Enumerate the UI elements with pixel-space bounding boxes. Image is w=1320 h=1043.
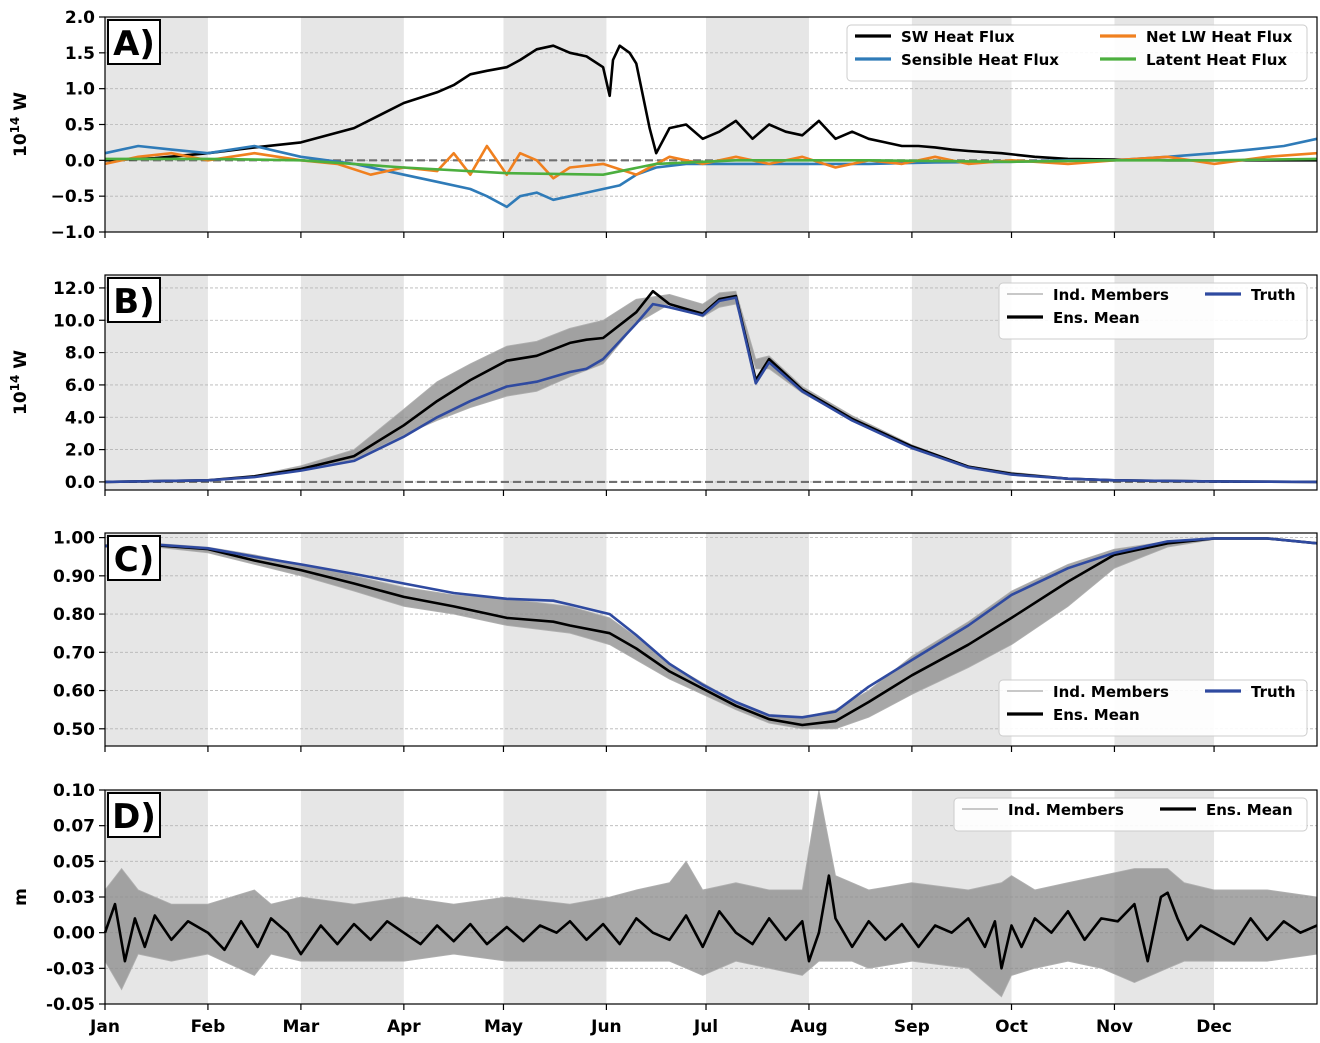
legend-entry: Ind. Members: [1053, 286, 1169, 304]
legend-entry: SW Heat Flux: [901, 28, 1015, 46]
y-tick-label: 0.03: [53, 888, 95, 908]
x-tick-label: Nov: [1096, 1017, 1133, 1037]
series-line-ens-mean: [103, 874, 1318, 970]
x-tick-label: Mar: [283, 1017, 320, 1037]
panel-3: 0.50 0.60 0.70 0.80 0.90 1.00 C) Ind. Members En…: [53, 529, 1318, 752]
y-axis-label-exponent: 14: [8, 117, 22, 134]
series-line-truth: [104, 296, 1318, 484]
y-tick-label: 0.90: [53, 567, 95, 587]
legend-entry: Ens. Mean: [1053, 309, 1140, 327]
y-tick-label: 2.0: [65, 8, 95, 28]
x-tick-label: Jan: [89, 1017, 120, 1037]
panel-label-box: [107, 277, 161, 323]
axes-frame: [104, 789, 1318, 1005]
x-tick-label: Aug: [790, 1017, 827, 1037]
month-shade-band: [911, 275, 1012, 490]
y-tick-label: −0.5: [51, 187, 95, 207]
axes-frame: [104, 532, 1318, 747]
y-tick-label: 1.00: [53, 529, 95, 549]
y-axis-label-exponent: 14: [8, 375, 22, 392]
series-line-ens-mean: [104, 537, 1318, 727]
legend-entry: Net LW Heat Flux: [1146, 28, 1293, 46]
y-tick-label: 0.0: [65, 151, 95, 171]
legend-entry: Ind. Members: [1008, 801, 1124, 819]
x-tick-label: Dec: [1196, 1017, 1232, 1037]
legend-box: [998, 282, 1308, 340]
y-tick-label: 4.0: [65, 408, 95, 428]
panel-2: 0.0 2.0 4.0 6.0 8.0 10.0 12.0 B) 1014 W Ind. Memb…: [8, 274, 1318, 496]
y-axis-label: 1014 W: [8, 350, 31, 415]
legend-entry: Truth: [1251, 683, 1296, 701]
legend-entry: Truth: [1251, 286, 1296, 304]
month-shade-band: [300, 533, 404, 746]
y-tick-label: -0.05: [46, 995, 95, 1015]
legend-box: [998, 679, 1308, 737]
month-shade-band: [503, 533, 607, 746]
y-tick-label: 10.0: [53, 311, 95, 331]
y-tick-label: 0.05: [53, 852, 95, 872]
y-tick-label: 0.60: [53, 682, 95, 702]
axes-frame: [104, 16, 1318, 233]
y-tick-label: 6.0: [65, 376, 95, 396]
legend-entry: Ens. Mean: [1206, 801, 1293, 819]
panel-label: C): [114, 540, 155, 580]
y-axis-label-base: 10: [11, 133, 31, 157]
y-tick-label: 2.0: [65, 441, 95, 461]
axes-frame: [104, 274, 1318, 491]
legend-box: [846, 24, 1308, 82]
x-tick-label: Sep: [894, 1017, 930, 1037]
series-line-sw-heat-flux: [104, 44, 1317, 162]
y-axis-label-base: 10: [11, 391, 31, 415]
panel-4: -0.05 -0.03 0.00 0.03 0.05 0.07 0.10 Jan Feb Mar A…: [11, 781, 1318, 1037]
panel-label: D): [112, 797, 156, 837]
y-tick-label: 0.07: [53, 817, 95, 837]
panel-label: A): [113, 24, 155, 64]
panel-label: B): [113, 282, 154, 322]
x-tick-label: Apr: [387, 1017, 421, 1037]
y-axis-label: 1014 W: [8, 92, 31, 157]
x-tick-label: Oct: [995, 1017, 1028, 1037]
y-tick-label: 8.0: [65, 344, 95, 364]
y-tick-label: 0.5: [65, 116, 95, 136]
legend-entry: Ens. Mean: [1053, 706, 1140, 724]
panel-label-box: [107, 792, 161, 838]
y-tick-label: 0.0: [65, 473, 95, 493]
y-tick-label: 0.10: [53, 781, 95, 801]
legend-entry: Ind. Members: [1053, 683, 1169, 701]
panel-label-box: [107, 19, 161, 65]
legend-box: [953, 797, 1308, 832]
panel-label-box: [107, 535, 161, 581]
y-tick-label: 1.5: [65, 44, 95, 64]
series-line-truth: [104, 537, 1318, 719]
x-tick-label: Jun: [590, 1017, 622, 1037]
x-tick-label: Jul: [693, 1017, 718, 1037]
legend-entry: Sensible Heat Flux: [901, 51, 1059, 69]
y-tick-label: −1.0: [51, 223, 96, 243]
y-tick-label: 12.0: [53, 279, 95, 299]
y-tick-label: -0.03: [46, 959, 95, 979]
y-tick-label: 0.00: [53, 924, 95, 944]
panel-1: −1.0 −0.5 0.0 0.5 1.0 1.5 2.0 A) 1014 W SW Heat F…: [8, 8, 1318, 243]
y-tick-label: 0.80: [53, 605, 95, 625]
y-axis-label-unit: W: [11, 350, 31, 375]
y-axis-label-base: m: [11, 888, 31, 906]
x-tick-label: Feb: [191, 1017, 226, 1037]
x-tick-label: May: [484, 1017, 523, 1037]
y-tick-label: 0.70: [53, 643, 95, 663]
y-axis-label: m: [11, 888, 31, 906]
y-axis-label-unit: W: [11, 92, 31, 117]
y-tick-label: 0.50: [53, 720, 95, 740]
legend-entry: Latent Heat Flux: [1146, 51, 1287, 69]
y-tick-label: 1.0: [65, 80, 95, 100]
series-line-latent-heat-flux: [105, 157, 1318, 176]
